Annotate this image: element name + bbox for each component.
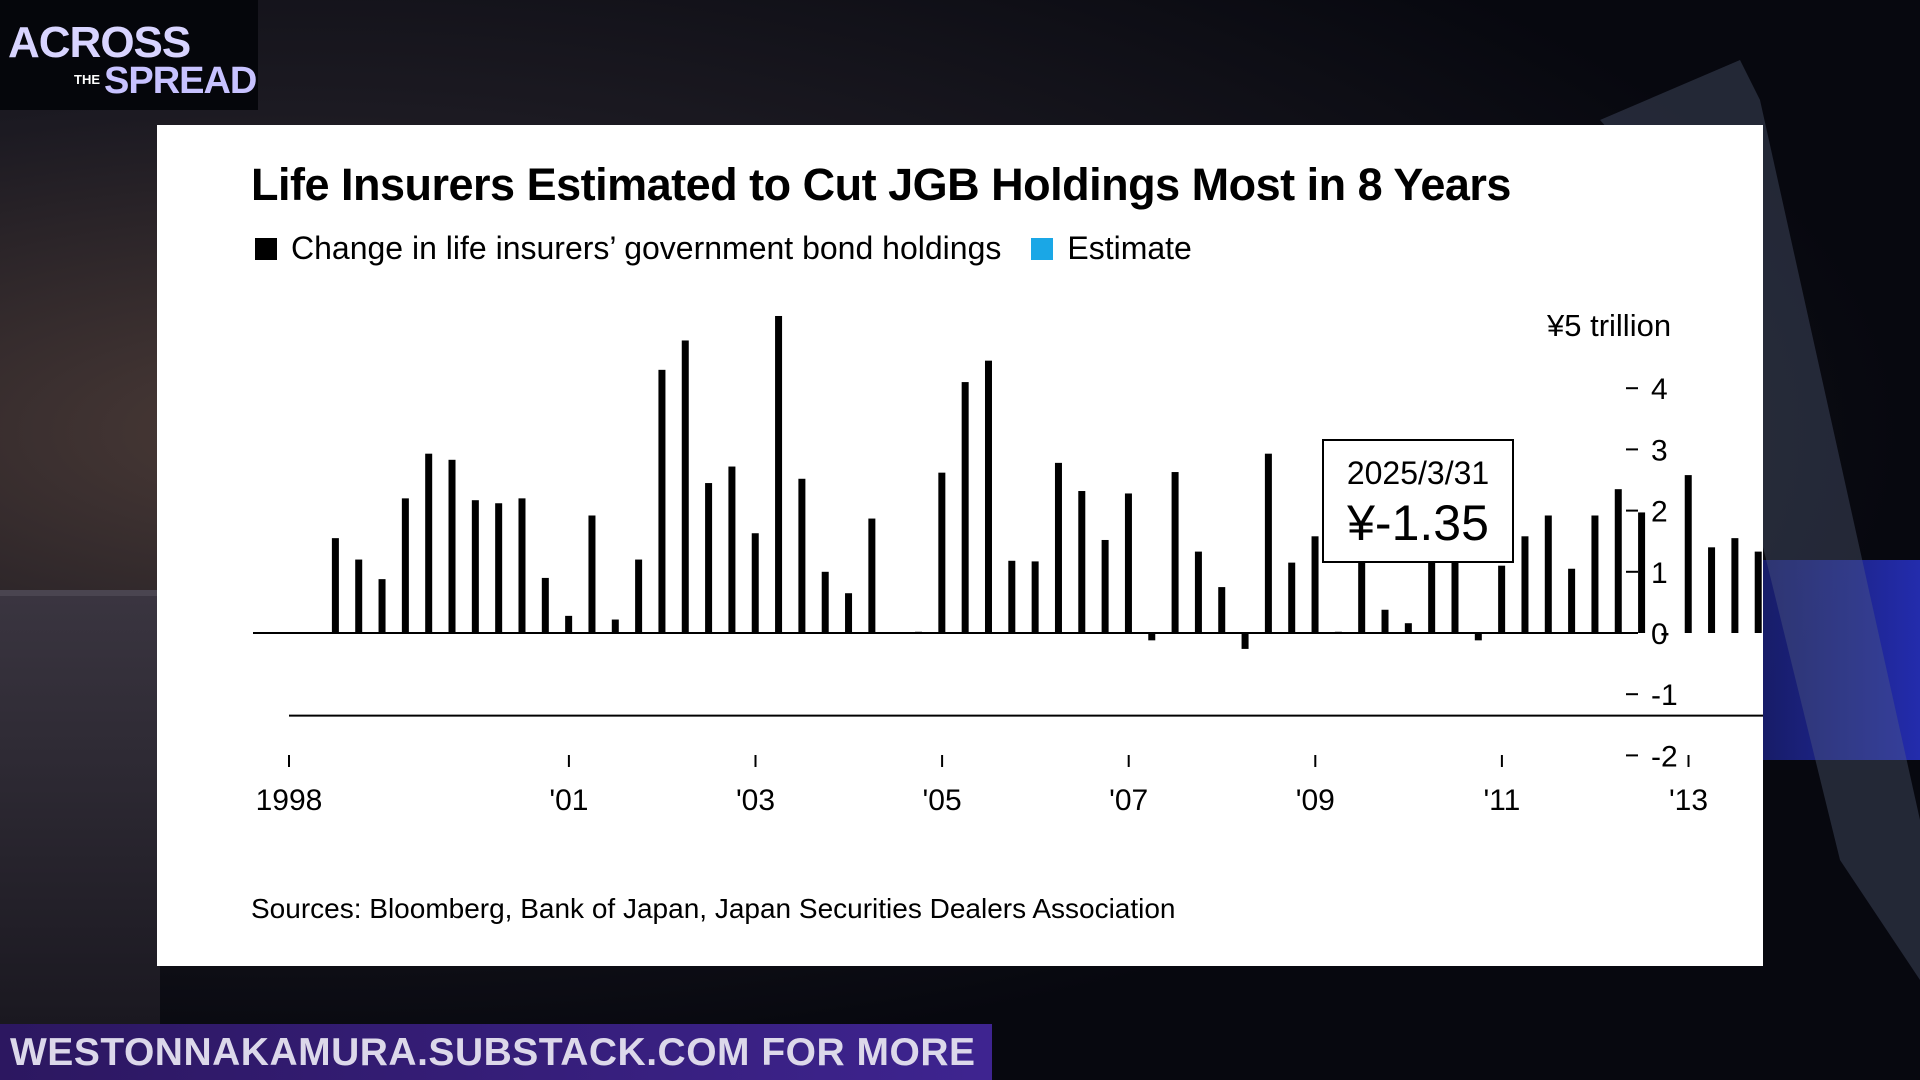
bar <box>1241 633 1249 649</box>
bar <box>1124 493 1132 633</box>
bar <box>1614 489 1622 633</box>
x-tick-label: 1998 <box>256 784 323 817</box>
callout-value: ¥-1.35 <box>1347 495 1489 551</box>
legend-swatch-estimate <box>1031 237 1054 260</box>
bar <box>1498 565 1506 633</box>
bar <box>1754 551 1762 633</box>
background-building <box>0 590 160 1026</box>
x-tick-label: '13 <box>1669 784 1708 817</box>
bar <box>1031 561 1039 633</box>
bar <box>635 559 643 633</box>
y-axis-unit: ¥5 trillion <box>1547 308 1672 343</box>
bar <box>495 503 503 633</box>
chart-sources: Sources: Bloomberg, Bank of Japan, Japan… <box>251 893 1176 924</box>
bar <box>1684 475 1692 633</box>
y-tick-label: 4 <box>1651 373 1668 406</box>
bar <box>425 453 433 633</box>
x-tick-label: '09 <box>1296 784 1335 817</box>
x-tick-label: '01 <box>549 784 588 817</box>
promo-banner[interactable]: WESTONNAKAMURA.SUBSTACK.COM FOR MORE <box>0 1024 992 1080</box>
legend-label-holdings: Change in life insurers’ government bond… <box>291 230 1002 266</box>
bar <box>1264 453 1272 633</box>
bar <box>1334 631 1342 633</box>
bar <box>1078 491 1086 633</box>
chart-title: Life Insurers Estimated to Cut JGB Holdi… <box>251 159 1511 210</box>
bar <box>401 498 409 633</box>
bar <box>845 593 853 633</box>
bar <box>705 483 713 633</box>
bar <box>798 478 806 633</box>
bar <box>1428 542 1436 633</box>
legend-item-holdings: Change in life insurers’ government bond… <box>255 230 1001 267</box>
bar <box>448 459 456 633</box>
chart-card: Life Insurers Estimated to Cut JGB Holdi… <box>157 125 1763 966</box>
chart-legend: Change in life insurers’ government bond… <box>255 230 1222 267</box>
promo-banner-text: WESTONNAKAMURA.SUBSTACK.COM FOR MORE <box>10 1031 976 1074</box>
bar <box>1218 587 1226 633</box>
chart-plot: 43210-1-21998'01'03'05'07'09'11'13'15'17… <box>253 315 1763 817</box>
bar <box>331 538 339 633</box>
bar <box>471 500 479 633</box>
bar <box>565 615 573 633</box>
bar <box>751 533 759 633</box>
bar <box>868 518 876 633</box>
y-tick-label: 3 <box>1651 434 1668 467</box>
bar <box>518 498 526 633</box>
bar <box>775 315 783 633</box>
bar <box>1148 633 1156 641</box>
bar <box>681 340 689 633</box>
logo-line-1: ACROSS <box>8 18 191 67</box>
bar <box>588 515 596 633</box>
bar <box>1404 623 1412 633</box>
x-tick-label: '05 <box>923 784 962 817</box>
bar <box>1171 472 1179 633</box>
bar <box>1474 633 1482 641</box>
legend-swatch-holdings <box>255 237 277 260</box>
bar <box>1568 568 1576 633</box>
bar <box>728 466 736 633</box>
logo-line-2: THE <box>74 72 100 87</box>
bar <box>1591 515 1599 633</box>
y-tick-label: -1 <box>1651 679 1678 712</box>
callout-date: 2025/3/31 <box>1346 455 1490 491</box>
bar <box>1544 515 1552 633</box>
bar <box>378 579 386 633</box>
bar <box>658 369 666 633</box>
bar <box>1288 562 1296 633</box>
bar <box>1008 560 1016 633</box>
bar <box>984 360 992 633</box>
legend-item-estimate: Estimate <box>1031 230 1192 267</box>
bar <box>541 577 549 633</box>
value-callout: 2025/3/31 ¥-1.35 <box>1322 439 1514 563</box>
bar <box>355 559 363 633</box>
bar <box>1381 609 1389 633</box>
bar <box>1194 551 1202 633</box>
channel-logo: ACROSS THE SPREAD <box>0 0 258 110</box>
x-tick-label: '11 <box>1483 784 1520 817</box>
bar <box>938 472 946 633</box>
bar <box>915 631 923 633</box>
x-tick-label: '03 <box>736 784 775 817</box>
bar <box>1054 462 1062 633</box>
x-tick-label: '07 <box>1109 784 1148 817</box>
bar <box>611 619 619 633</box>
bar <box>1638 512 1646 633</box>
y-tick-label: -2 <box>1651 740 1678 773</box>
bar <box>821 571 829 633</box>
y-tick-label: 0 <box>1651 618 1668 651</box>
y-tick-label: 1 <box>1651 557 1668 590</box>
bar <box>1358 509 1366 633</box>
bar <box>1708 547 1716 633</box>
bar <box>1521 536 1529 633</box>
bar <box>1311 536 1319 633</box>
bar <box>1661 633 1669 636</box>
bar <box>1101 539 1109 633</box>
legend-label-estimate: Estimate <box>1067 230 1192 266</box>
bar <box>961 382 969 633</box>
bar <box>891 633 899 634</box>
logo-line-3: SPREAD <box>104 60 257 102</box>
y-tick-label: 2 <box>1651 496 1668 529</box>
bar <box>1731 538 1739 633</box>
